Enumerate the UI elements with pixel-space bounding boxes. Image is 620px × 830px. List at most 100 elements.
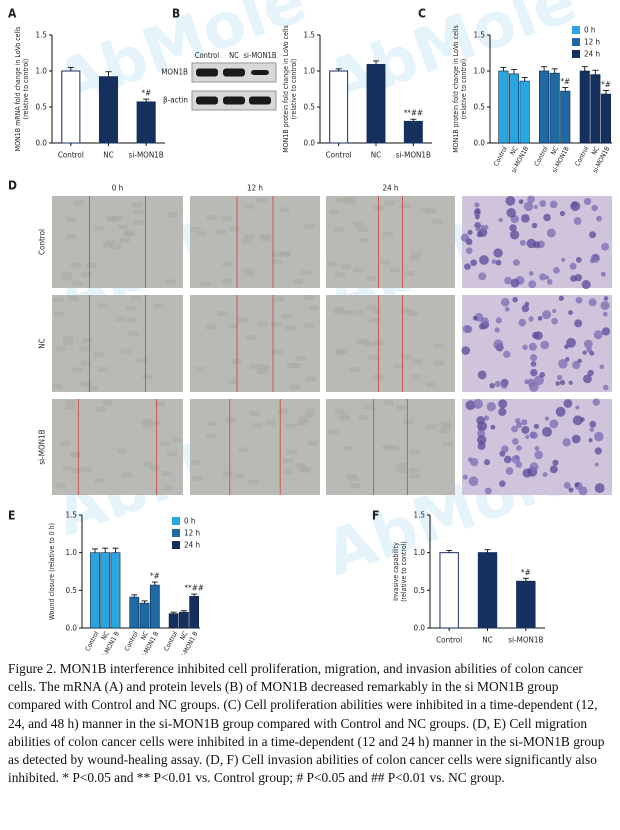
- texture: [55, 346, 66, 352]
- texture: [353, 221, 364, 227]
- stained-cell: [591, 204, 598, 212]
- texture: [143, 461, 154, 467]
- x-tick-label: NC: [509, 145, 520, 156]
- stained-cell: [521, 426, 530, 434]
- significance-label: *#: [601, 80, 611, 89]
- wound-image: [52, 399, 183, 495]
- panel-letter: E: [8, 509, 15, 523]
- texture: [368, 317, 379, 323]
- texture: [379, 259, 390, 265]
- stained-cell: [594, 447, 602, 455]
- bar: [366, 64, 386, 144]
- texture: [426, 424, 437, 430]
- texture: [394, 363, 405, 369]
- x-tick-label: si-MON1B: [129, 151, 164, 160]
- texture: [190, 226, 201, 232]
- texture: [195, 366, 206, 372]
- legend-swatch: [572, 38, 580, 46]
- stained-cell: [558, 295, 564, 301]
- texture: [222, 471, 233, 477]
- stained-cell: [555, 406, 566, 417]
- texture: [432, 218, 443, 224]
- texture: [133, 220, 144, 226]
- stained-cell: [589, 350, 595, 356]
- stained-cell: [477, 435, 487, 445]
- blot-lane-label: NC: [229, 51, 239, 60]
- stained-cell: [509, 224, 517, 232]
- stained-cell: [518, 318, 527, 327]
- stained-cell: [503, 350, 511, 359]
- x-tick-label: NC: [178, 630, 189, 641]
- texture: [215, 229, 226, 235]
- texture: [441, 421, 452, 427]
- bar: [61, 70, 81, 144]
- stained-cell: [589, 420, 597, 428]
- texture: [72, 367, 83, 373]
- texture: [64, 400, 75, 406]
- stained-cell: [489, 382, 495, 389]
- bar: [403, 120, 423, 144]
- texture: [335, 349, 346, 355]
- texture: [61, 275, 72, 281]
- stained-cell: [601, 242, 610, 251]
- stained-cell: [465, 238, 473, 246]
- texture: [124, 230, 135, 236]
- texture: [359, 237, 370, 243]
- texture: [272, 349, 283, 355]
- texture: [343, 310, 354, 316]
- texture: [295, 355, 306, 361]
- texture: [290, 362, 301, 368]
- texture: [443, 441, 454, 447]
- texture: [270, 321, 281, 327]
- stained-cell: [545, 275, 550, 280]
- texture: [333, 306, 344, 312]
- stained-cell: [581, 280, 591, 290]
- bar: [477, 552, 498, 629]
- texture: [274, 296, 285, 302]
- y-tick-label: 1.5: [36, 31, 47, 40]
- texture: [434, 343, 445, 349]
- stained-cell: [474, 202, 480, 208]
- texture: [163, 485, 174, 491]
- stained-cell: [522, 468, 532, 478]
- stained-cell: [483, 459, 491, 466]
- stained-cell: [572, 415, 583, 426]
- legend-label: 12 h: [184, 529, 200, 538]
- stained-cell: [555, 381, 560, 386]
- texture: [289, 384, 300, 390]
- stained-cell: [490, 424, 496, 430]
- texture: [297, 420, 308, 426]
- blot-lane-label: si-MON1B: [244, 51, 277, 60]
- texture: [389, 267, 400, 273]
- x-tick-label: Control: [573, 145, 590, 168]
- texture: [328, 209, 339, 215]
- stained-cell: [491, 259, 497, 264]
- stained-cell: [504, 306, 510, 312]
- stained-cell: [514, 455, 520, 460]
- stained-cell: [531, 222, 538, 229]
- texture: [63, 465, 74, 471]
- texture: [70, 262, 81, 268]
- stained-cell: [477, 370, 487, 380]
- stained-cell: [516, 422, 523, 429]
- stained-cell: [601, 327, 611, 336]
- texture: [121, 348, 132, 354]
- texture: [60, 440, 71, 446]
- stained-cell: [566, 337, 576, 348]
- texture: [353, 267, 364, 273]
- texture: [251, 422, 262, 428]
- panel-letter: B: [172, 7, 180, 21]
- stained-cell: [594, 431, 604, 442]
- stained-cell: [506, 207, 516, 218]
- texture: [396, 467, 407, 473]
- texture: [295, 463, 306, 469]
- image-row-label: si-MON1B: [38, 429, 47, 464]
- texture: [305, 408, 316, 414]
- texture: [308, 305, 319, 311]
- blot-band: [196, 96, 218, 105]
- bar: [579, 70, 590, 144]
- stained-cell: [546, 228, 556, 238]
- bar: [168, 613, 179, 629]
- stained-cell: [528, 316, 534, 322]
- texture: [358, 415, 369, 421]
